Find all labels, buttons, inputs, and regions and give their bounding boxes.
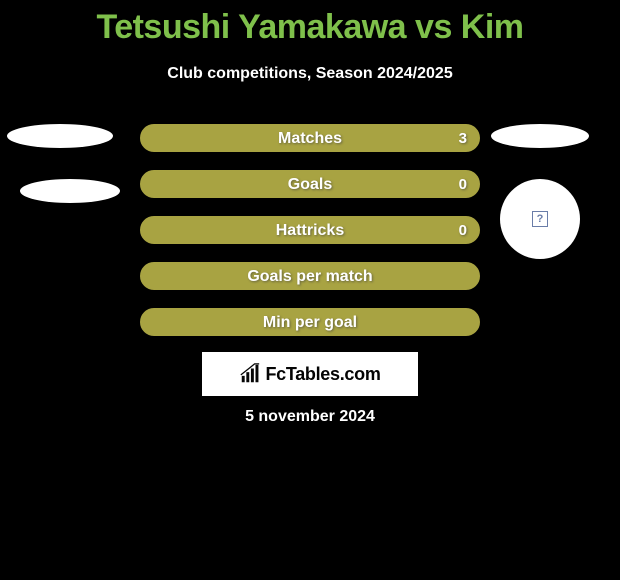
decor-ellipse-right <box>491 124 589 148</box>
stat-label: Min per goal <box>141 309 479 335</box>
decor-circle-right: ? <box>500 179 580 259</box>
stat-label: Goals per match <box>141 263 479 289</box>
page-root: Tetsushi Yamakawa vs Kim Club competitio… <box>0 0 620 580</box>
footer-date: 5 november 2024 <box>0 408 620 426</box>
stat-row: Hattricks 0 <box>140 216 480 244</box>
stat-label: Hattricks <box>141 217 479 243</box>
missing-image-icon: ? <box>532 211 548 227</box>
stat-row: Goals 0 <box>140 170 480 198</box>
stat-value: 0 <box>459 217 467 243</box>
stat-rows: Matches 3 Goals 0 Hattricks 0 Goals per … <box>140 124 480 354</box>
brand-box: FcTables.com <box>202 352 418 396</box>
stat-row: Goals per match <box>140 262 480 290</box>
stat-row: Matches 3 <box>140 124 480 152</box>
stat-row: Min per goal <box>140 308 480 336</box>
stat-value: 3 <box>459 125 467 151</box>
page-title: Tetsushi Yamakawa vs Kim <box>0 0 620 47</box>
stat-label: Matches <box>141 125 479 151</box>
decor-ellipse-left-2 <box>20 179 120 203</box>
bar-chart-icon <box>239 363 261 385</box>
stat-value: 0 <box>459 171 467 197</box>
decor-ellipse-left-1 <box>7 124 113 148</box>
stat-label: Goals <box>141 171 479 197</box>
brand-text: FcTables.com <box>265 364 380 385</box>
page-subtitle: Club competitions, Season 2024/2025 <box>0 65 620 83</box>
